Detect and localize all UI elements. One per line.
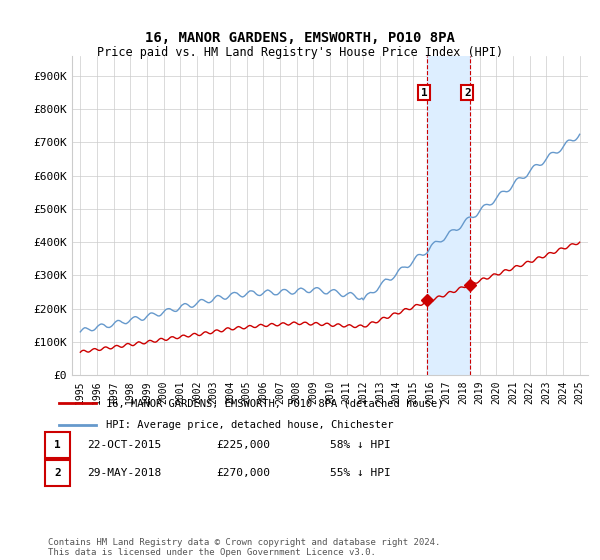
Text: 2: 2 (464, 87, 470, 97)
Text: 1: 1 (54, 440, 61, 450)
Text: Price paid vs. HM Land Registry's House Price Index (HPI): Price paid vs. HM Land Registry's House … (97, 46, 503, 59)
Text: £225,000: £225,000 (216, 440, 270, 450)
Text: 22-OCT-2015: 22-OCT-2015 (87, 440, 161, 450)
Text: 16, MANOR GARDENS, EMSWORTH, PO10 8PA (detached house): 16, MANOR GARDENS, EMSWORTH, PO10 8PA (d… (106, 398, 443, 408)
Text: Contains HM Land Registry data © Crown copyright and database right 2024.
This d: Contains HM Land Registry data © Crown c… (48, 538, 440, 557)
Text: £270,000: £270,000 (216, 468, 270, 478)
Text: 58% ↓ HPI: 58% ↓ HPI (330, 440, 391, 450)
Text: 16, MANOR GARDENS, EMSWORTH, PO10 8PA: 16, MANOR GARDENS, EMSWORTH, PO10 8PA (145, 31, 455, 45)
Text: 1: 1 (421, 87, 427, 97)
Text: 55% ↓ HPI: 55% ↓ HPI (330, 468, 391, 478)
Text: 29-MAY-2018: 29-MAY-2018 (87, 468, 161, 478)
Text: 2: 2 (54, 468, 61, 478)
Text: HPI: Average price, detached house, Chichester: HPI: Average price, detached house, Chic… (106, 421, 394, 431)
Bar (427, 56, 470, 375)
